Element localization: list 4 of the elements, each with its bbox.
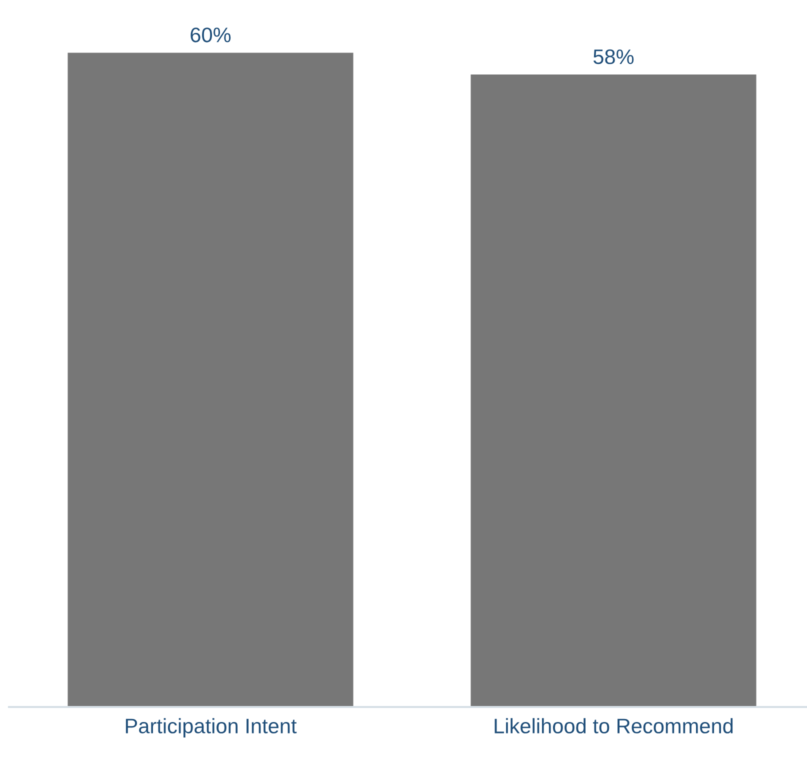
data-label: 58%: [593, 49, 634, 64]
x-tick-label: Likelihood to Recommend: [494, 718, 733, 734]
data-label: 60%: [190, 28, 231, 42]
x-tick-label: Participation Intent: [126, 718, 297, 738]
